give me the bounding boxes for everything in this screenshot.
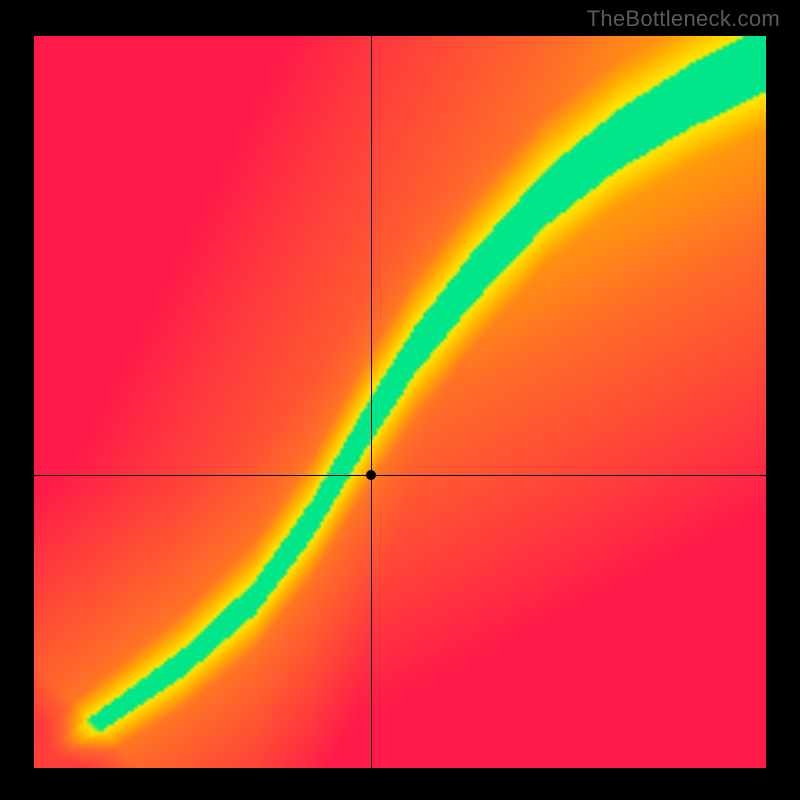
heatmap-canvas — [34, 36, 766, 768]
heatmap-plot — [34, 36, 766, 768]
watermark-text: TheBottleneck.com — [587, 6, 780, 32]
crosshair-vertical — [371, 36, 372, 768]
crosshair-horizontal — [34, 475, 766, 476]
marker-dot — [366, 470, 376, 480]
chart-container: TheBottleneck.com — [0, 0, 800, 800]
